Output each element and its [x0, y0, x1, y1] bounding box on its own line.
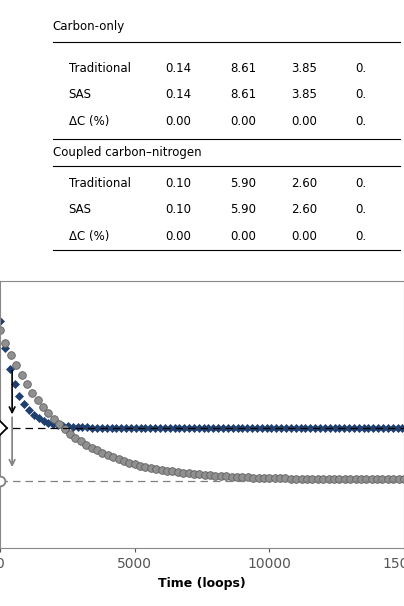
Text: 0.14: 0.14 [166, 62, 192, 75]
Text: 0.00: 0.00 [230, 230, 256, 243]
Text: 2.60: 2.60 [291, 203, 317, 216]
Text: 5.90: 5.90 [230, 203, 256, 216]
Text: 0.00: 0.00 [166, 230, 191, 243]
Text: 0.14: 0.14 [166, 88, 192, 101]
Text: 5.90: 5.90 [230, 177, 256, 190]
Text: 0.00: 0.00 [230, 115, 256, 128]
Text: Traditional: Traditional [69, 177, 130, 190]
Text: ΔC (%): ΔC (%) [69, 230, 109, 243]
Text: 0.10: 0.10 [166, 177, 191, 190]
Text: Carbon-only: Carbon-only [53, 19, 125, 33]
Text: 0.00: 0.00 [166, 115, 191, 128]
Text: SAS: SAS [69, 203, 92, 216]
Text: 2.60: 2.60 [291, 177, 317, 190]
Text: 8.61: 8.61 [230, 88, 257, 101]
Text: 0.10: 0.10 [166, 203, 191, 216]
Text: Coupled carbon–nitrogen: Coupled carbon–nitrogen [53, 145, 201, 159]
Text: 0.: 0. [356, 88, 367, 101]
Text: SAS: SAS [69, 88, 92, 101]
Text: 8.61: 8.61 [230, 62, 257, 75]
Text: 0.00: 0.00 [291, 230, 317, 243]
Text: 0.: 0. [356, 203, 367, 216]
Text: 3.85: 3.85 [291, 62, 317, 75]
Text: 3.85: 3.85 [291, 88, 317, 101]
Text: ΔC (%): ΔC (%) [69, 115, 109, 128]
Text: 0.: 0. [356, 62, 367, 75]
X-axis label: Time (loops): Time (loops) [158, 577, 246, 590]
Text: 0.: 0. [356, 177, 367, 190]
Text: 0.00: 0.00 [291, 115, 317, 128]
Text: 0.: 0. [356, 230, 367, 243]
Text: 0.: 0. [356, 115, 367, 128]
Text: Traditional: Traditional [69, 62, 130, 75]
